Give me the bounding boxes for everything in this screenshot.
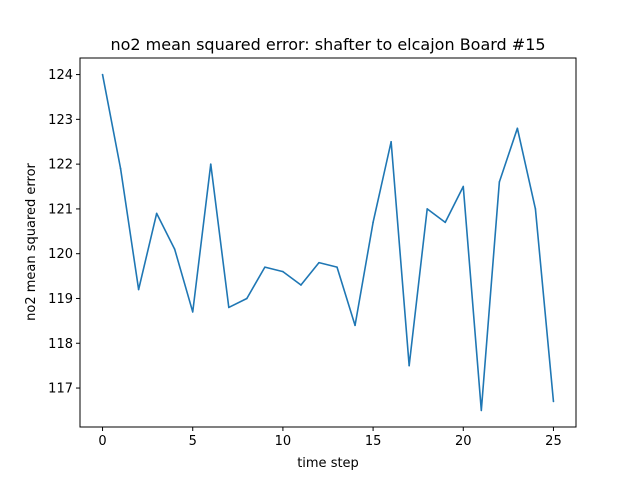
chart-title: no2 mean squared error: shafter to elcaj… — [110, 35, 545, 54]
y-axis-label: no2 mean squared error — [24, 162, 39, 320]
data-point — [155, 212, 158, 215]
series-line-0 — [101, 74, 555, 412]
x-tick-label: 0 — [98, 434, 106, 449]
data-point — [282, 270, 284, 273]
y-tick-label: 123 — [48, 113, 73, 128]
plot-frame — [79, 57, 577, 428]
data-point — [137, 288, 140, 291]
y-tick-label: 117 — [48, 382, 73, 397]
data-point — [336, 266, 338, 268]
data-point — [300, 284, 302, 286]
x-axis-label: time step — [297, 456, 359, 471]
x-tick-label: 5 — [189, 434, 197, 449]
x-tick-label: 25 — [545, 434, 562, 449]
data-point — [426, 208, 429, 210]
data-point — [173, 248, 176, 251]
y-tick-label: 119 — [48, 292, 73, 307]
data-point — [552, 400, 555, 403]
data-point — [372, 221, 374, 224]
data-point — [498, 181, 501, 183]
data-point — [390, 140, 392, 143]
data-point — [101, 73, 104, 76]
data-point — [191, 311, 194, 313]
data-point — [119, 167, 122, 170]
x-tick-label: 15 — [365, 434, 382, 449]
data-point — [534, 208, 537, 210]
y-tick-label: 120 — [48, 247, 73, 262]
data-point — [264, 266, 266, 268]
x-axis: 0 5 10 15 20 25 — [98, 427, 562, 449]
data-point — [209, 163, 212, 165]
y-tick-label: 122 — [48, 158, 73, 173]
data-point — [354, 324, 356, 327]
data-point — [444, 221, 447, 224]
data-point — [408, 364, 410, 367]
y-axis: 117 118 119 120 121 122 123 124 — [48, 68, 80, 397]
y-tick-label: 121 — [48, 202, 73, 217]
y-tick-label: 124 — [48, 68, 73, 83]
data-point — [462, 185, 465, 188]
data-point — [516, 127, 519, 130]
data-point — [318, 261, 320, 264]
x-tick-label: 20 — [455, 434, 472, 449]
y-tick-label: 118 — [48, 337, 73, 352]
plot-area — [101, 73, 555, 412]
x-tick-label: 10 — [275, 434, 292, 449]
data-point — [246, 297, 248, 300]
data-point — [480, 409, 483, 412]
data-point — [228, 306, 230, 309]
